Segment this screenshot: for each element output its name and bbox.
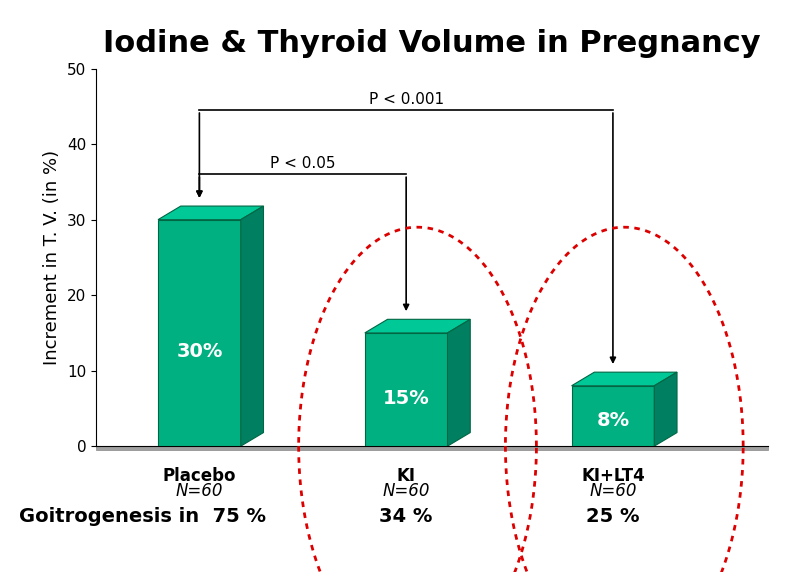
Text: Goitrogenesis in  75 %: Goitrogenesis in 75 % xyxy=(19,507,266,526)
Text: KI: KI xyxy=(397,467,416,485)
Text: Placebo: Placebo xyxy=(162,467,236,485)
Text: P < 0.001: P < 0.001 xyxy=(369,92,444,107)
Text: KI+LT4: KI+LT4 xyxy=(581,467,645,485)
Bar xyxy=(571,386,654,446)
Text: 34 %: 34 % xyxy=(379,507,433,526)
Text: P < 0.05: P < 0.05 xyxy=(270,156,335,172)
Text: N=60: N=60 xyxy=(589,482,637,500)
Bar xyxy=(158,220,241,446)
Text: N=60: N=60 xyxy=(176,482,223,500)
Bar xyxy=(365,333,447,446)
Polygon shape xyxy=(654,372,677,446)
Polygon shape xyxy=(365,319,470,333)
Text: 30%: 30% xyxy=(176,341,222,360)
Polygon shape xyxy=(241,206,263,446)
Text: 15%: 15% xyxy=(382,389,430,408)
Polygon shape xyxy=(447,319,470,446)
Text: N=60: N=60 xyxy=(382,482,430,500)
Text: 8%: 8% xyxy=(596,411,630,430)
Text: 25 %: 25 % xyxy=(586,507,640,526)
Title: Iodine & Thyroid Volume in Pregnancy: Iodine & Thyroid Volume in Pregnancy xyxy=(103,29,761,58)
Y-axis label: Increment in T. V. (in %): Increment in T. V. (in %) xyxy=(43,150,62,365)
Bar xyxy=(96,446,768,450)
Polygon shape xyxy=(158,206,263,220)
Polygon shape xyxy=(571,372,677,386)
